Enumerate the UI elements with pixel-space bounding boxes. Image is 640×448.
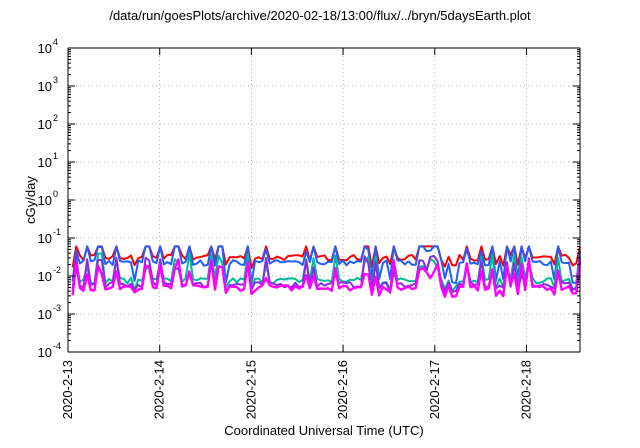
x-tick-label: 2020-2-16 <box>335 360 350 419</box>
y-tick-exponent: 2 <box>53 113 58 123</box>
x-tick-label: 2020-2-17 <box>427 360 442 419</box>
x-tick-label: 2020-2-18 <box>519 360 534 419</box>
x-axis-label: Coordinated Universal Time (UTC) <box>224 423 424 438</box>
y-tick-exponent: -2 <box>53 265 61 275</box>
y-tick-exponent: -3 <box>53 303 61 313</box>
y-tick-label: 10 <box>38 231 52 246</box>
chart-title: /data/run/goesPlots/archive/2020-02-18/1… <box>109 8 531 23</box>
x-tick-label: 2020-2-15 <box>243 360 258 419</box>
y-tick-exponent: 1 <box>53 151 58 161</box>
y-tick-label: 10 <box>38 307 52 322</box>
series-line-5 <box>71 258 582 298</box>
y-tick-exponent: 4 <box>53 37 58 47</box>
y-tick-exponent: 0 <box>53 189 58 199</box>
x-tick-label: 2020-2-13 <box>60 360 75 419</box>
y-tick-label: 10 <box>38 193 52 208</box>
y-tick-exponent: 3 <box>53 75 58 85</box>
y-tick-label: 10 <box>38 155 52 170</box>
y-tick-exponent: -1 <box>53 227 61 237</box>
y-tick-label: 10 <box>38 79 52 94</box>
x-tick-label: 2020-2-14 <box>152 360 167 419</box>
y-tick-label: 10 <box>38 269 52 284</box>
y-tick-label: 10 <box>38 345 52 360</box>
y-tick-exponent: -4 <box>53 341 61 351</box>
y-axis-label: cGy/day <box>23 176 38 224</box>
y-tick-label: 10 <box>38 117 52 132</box>
y-tick-label: 10 <box>38 41 52 56</box>
